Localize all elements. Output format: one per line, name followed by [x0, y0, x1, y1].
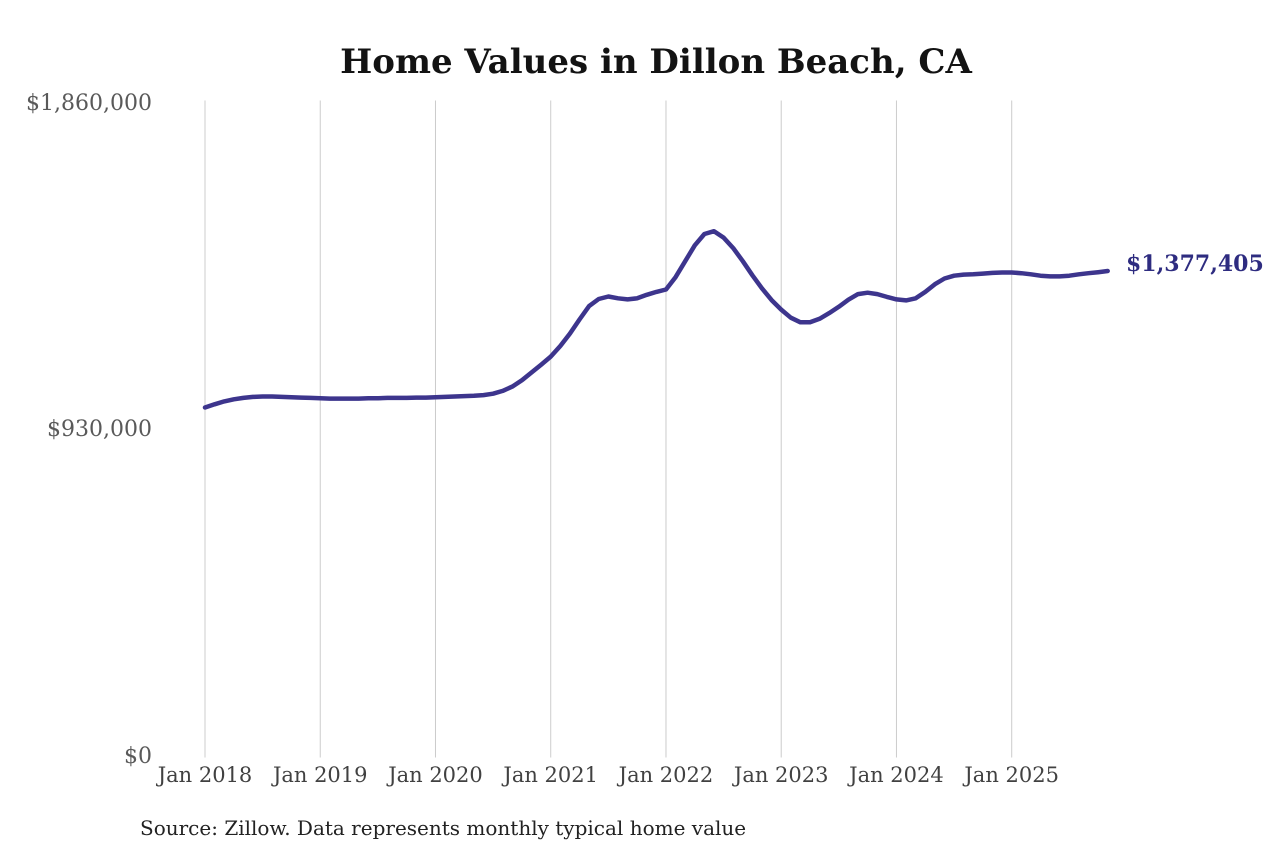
latest-value-label: $1,377,405 [1126, 251, 1264, 277]
home-value-line [202, 228, 1110, 410]
source-note: Source: Zillow. Data represents monthly … [140, 816, 747, 840]
y-axis-tick-label-max: $1,860,000 [26, 91, 152, 116]
x-axis-tick-label-2020: Jan 2020 [388, 763, 483, 787]
x-axis-tick-label-2021: Jan 2021 [503, 763, 599, 787]
x-axis-tick-label-2024: Jan 2024 [849, 763, 944, 787]
x-axis-tick-label-2022: Jan 2022 [618, 763, 714, 787]
y-axis-tick-label-mid: $930,000 [47, 417, 152, 442]
x-axis-tick-label-2018: Jan 2018 [157, 763, 253, 787]
x-axis-tick-label-2025: Jan 2025 [964, 763, 1059, 787]
x-axis-tick-label-2019: Jan 2019 [272, 763, 368, 787]
y-axis-tick-label-zero: $0 [124, 744, 152, 769]
x-axis-tick-label-2023: Jan 2023 [733, 763, 829, 787]
chart-title: Home Values in Dillon Beach, CA [340, 42, 972, 82]
